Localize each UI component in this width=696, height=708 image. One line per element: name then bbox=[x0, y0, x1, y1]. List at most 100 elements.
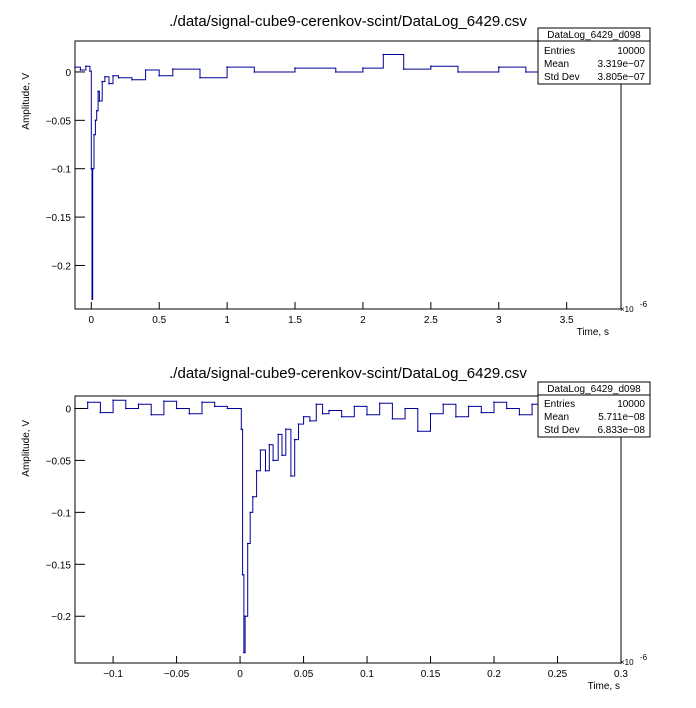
bottom-data-point bbox=[246, 542, 249, 545]
bottom-series-line-0 bbox=[75, 399, 622, 654]
bottom-stats-mean-label: Mean bbox=[544, 412, 569, 423]
top-y-axis-label: Amplitude, V bbox=[21, 73, 32, 130]
bottom-plot-frame bbox=[74, 395, 622, 664]
bottom-data-point bbox=[188, 412, 191, 415]
bottom-data-point bbox=[175, 407, 178, 410]
top-data-point bbox=[158, 75, 160, 77]
bottom-data-point bbox=[505, 407, 508, 410]
top-data-point bbox=[91, 298, 93, 301]
top-data-point bbox=[112, 75, 114, 77]
bottom-data-point bbox=[290, 475, 292, 477]
bottom-data-point bbox=[293, 438, 296, 441]
bottom-data-point bbox=[366, 413, 368, 416]
bottom-data-point bbox=[309, 420, 311, 422]
bottom-data-point bbox=[378, 402, 381, 405]
bottom-chart-title: ./data/signal-cube9-cerenkov-scint/DataL… bbox=[169, 365, 527, 382]
bottom-y-tick-label: 0 bbox=[65, 404, 71, 415]
top-data-point bbox=[402, 68, 405, 70]
top-x-tick-label: 3.5 bbox=[560, 315, 574, 326]
bottom-stats-stddev-label: Std Dev bbox=[544, 425, 580, 436]
top-x-tick-label: 2.5 bbox=[424, 315, 438, 326]
bottom-x-tick-label: 0 bbox=[237, 669, 243, 680]
top-data-point bbox=[199, 77, 201, 79]
top-data-point bbox=[498, 66, 500, 68]
top-data-point bbox=[294, 67, 296, 69]
top-x-tick-label: 1.5 bbox=[288, 315, 302, 326]
bottom-x-tick-label: 0.25 bbox=[548, 669, 568, 680]
top-data-point bbox=[172, 68, 174, 70]
top-chart-title: ./data/signal-cube9-cerenkov-scint/DataL… bbox=[169, 13, 527, 30]
bottom-data-point bbox=[302, 416, 305, 418]
bottom-data-point bbox=[442, 403, 445, 406]
top-y-tick-label: 0 bbox=[65, 68, 71, 79]
top-data-point bbox=[97, 90, 99, 93]
bottom-data-point bbox=[252, 496, 254, 498]
top-data-point bbox=[144, 69, 147, 71]
top-data-point bbox=[457, 71, 459, 73]
top-plot-frame bbox=[74, 40, 622, 310]
bottom-y-tick-label: −0.2 bbox=[51, 612, 71, 623]
top-series-line-0 bbox=[75, 54, 622, 300]
bottom-stats-name: DataLog_6429_d098 bbox=[547, 384, 641, 395]
bottom-data-point bbox=[518, 413, 521, 416]
bottom-data-point bbox=[226, 407, 229, 410]
bottom-data-point bbox=[321, 412, 324, 415]
bottom-data-point bbox=[163, 400, 165, 403]
bottom-x-tick-label: 0.3 bbox=[614, 669, 628, 680]
top-data-point bbox=[85, 65, 87, 67]
bottom-data-point bbox=[417, 430, 419, 433]
top-data-point bbox=[90, 167, 93, 170]
bottom-data-point bbox=[240, 428, 243, 431]
bottom-data-point bbox=[353, 405, 356, 408]
top-data-point bbox=[430, 65, 432, 67]
top-data-point bbox=[104, 76, 106, 78]
bottom-data-point bbox=[315, 403, 318, 406]
bottom-stats-box: DataLog_6429_d098 Entries 10000 Mean 5.7… bbox=[537, 381, 651, 438]
bottom-y-tick-label: −0.1 bbox=[51, 508, 71, 519]
top-data-point bbox=[98, 100, 101, 102]
bottom-x-tick-label: 0.05 bbox=[294, 669, 314, 680]
bottom-x-exponent-value: -6 bbox=[640, 653, 648, 662]
bottom-data-point bbox=[277, 433, 280, 436]
bottom-stats-entries: 10000 bbox=[617, 399, 645, 410]
bottom-data-point bbox=[480, 411, 483, 414]
bottom-x-tick-label: −0.05 bbox=[164, 669, 190, 680]
bottom-stats-entries-label: Entries bbox=[544, 399, 575, 410]
bottom-x-tick-label: −0.1 bbox=[103, 669, 123, 680]
bottom-data-point bbox=[239, 407, 241, 410]
top-x-exponent: ×10 -6 bbox=[620, 300, 648, 314]
top-data-point bbox=[131, 78, 133, 81]
bottom-x-tick-label: 0.15 bbox=[421, 669, 441, 680]
bottom-x-tick-label: 0.2 bbox=[487, 669, 501, 680]
bottom-data-point bbox=[264, 470, 267, 472]
top-y-tick-label: −0.15 bbox=[46, 213, 72, 224]
bottom-data-point bbox=[125, 407, 127, 410]
top-data-point bbox=[117, 77, 120, 79]
top-y-tick-label: −0.2 bbox=[51, 261, 71, 272]
top-data-point bbox=[108, 82, 110, 85]
top-x-tick-label: 0.5 bbox=[152, 315, 166, 326]
top-stats-box: DataLog_6429_d098 Entries 10000 Mean 3.3… bbox=[537, 27, 651, 85]
top-stats-mean: 3.319e−07 bbox=[597, 59, 645, 70]
bottom-data-point bbox=[150, 413, 152, 416]
bottom-data-point bbox=[455, 416, 457, 418]
top-x-multiplier: ×10 bbox=[620, 305, 634, 314]
top-data-point bbox=[525, 71, 527, 73]
top-stats-stddev-label: Std Dev bbox=[544, 72, 580, 83]
top-stats-entries: 10000 bbox=[617, 46, 645, 57]
bottom-data-point bbox=[297, 423, 300, 425]
top-data-point bbox=[94, 119, 97, 122]
top-data-point bbox=[79, 69, 82, 71]
bottom-data-point bbox=[255, 470, 258, 472]
bottom-data-point bbox=[112, 399, 114, 402]
top-panel: ./data/signal-cube9-cerenkov-scint/DataL… bbox=[21, 13, 651, 338]
top-stats-name: DataLog_6429_d098 bbox=[547, 30, 641, 41]
bottom-data-point bbox=[241, 573, 244, 576]
top-x-tick-label: 0 bbox=[89, 315, 95, 326]
top-plot-area: 0 0.5 1 1.5 2 2.5 3 3.5 0 −0.05 −0.1 −0.15 −0.2 bbox=[46, 40, 622, 326]
top-data-point bbox=[95, 109, 98, 112]
bottom-data-point bbox=[86, 401, 89, 404]
top-y-tick-label: −0.05 bbox=[46, 116, 72, 127]
bottom-stats-frame bbox=[537, 381, 651, 438]
